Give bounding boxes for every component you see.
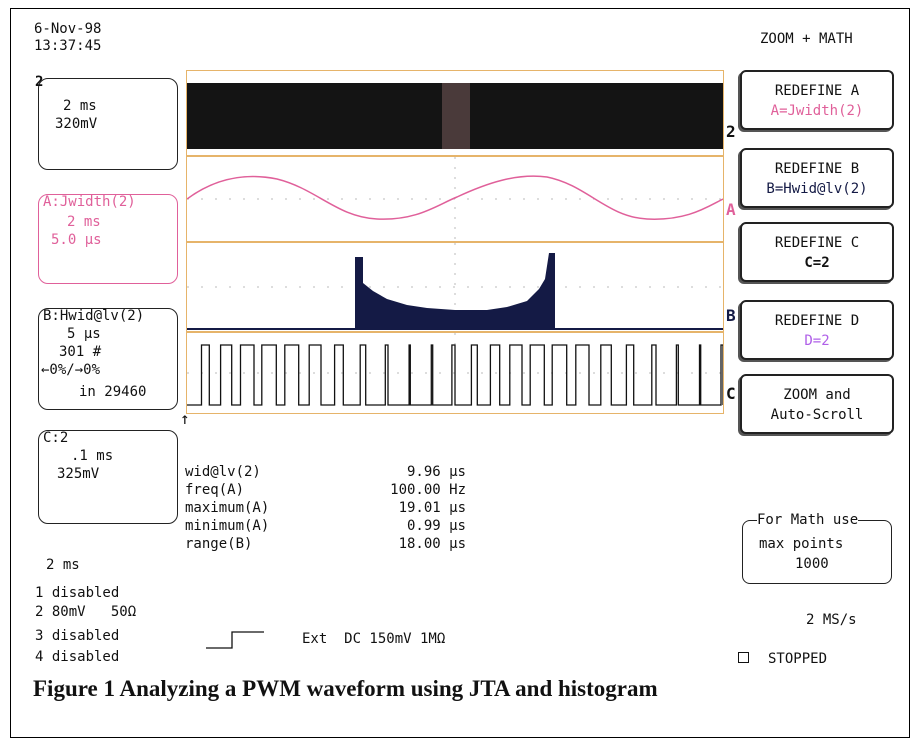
math-a-trace-panel	[186, 156, 724, 242]
math-a-sine-wave	[186, 175, 724, 220]
left-timebase: 2 ms	[46, 557, 80, 573]
math-a-value: 5.0 µs	[51, 232, 102, 248]
math-b-timebase: 5 µs	[67, 326, 101, 342]
pwm-wave	[187, 344, 724, 406]
channel-2-trace	[187, 83, 723, 149]
math-note-box: For Math use max points 1000	[742, 511, 892, 584]
status-indicator-icon	[738, 652, 749, 663]
redefine-c-button[interactable]: REDEFINE C C=2	[740, 222, 894, 282]
measurement-value: 9.96 µs	[406, 464, 466, 480]
math-b-trace-panel	[186, 242, 724, 332]
mode-title: ZOOM + MATH	[760, 31, 853, 47]
math-b-count: 301 #	[59, 344, 102, 360]
sample-rate: 2 MS/s	[806, 612, 857, 628]
math-b-histogram	[187, 243, 723, 331]
channel-2-box[interactable]: 2 2 ms 320mV	[35, 74, 178, 170]
math-note-title: For Math use	[757, 511, 859, 529]
measurement-label: freq(A)	[185, 482, 245, 498]
channel-2-tag: 2	[35, 74, 44, 90]
math-note-line1: max points	[759, 536, 844, 552]
math-c-volts: 325mV	[57, 466, 100, 482]
math-c-timebase: .1 ms	[71, 448, 114, 464]
measurement-label: range(B)	[185, 536, 253, 552]
channel-3-status: 3 disabled	[35, 628, 120, 644]
histogram-bars	[355, 253, 555, 329]
measurement-value: 19.01 µs	[398, 500, 466, 516]
redefine-a-sub: A=Jwidth(2)	[770, 103, 864, 119]
trigger-point-arrow: ↑	[180, 409, 190, 428]
measurement-label: maximum(A)	[185, 500, 270, 516]
measurement-value: 18.00 µs	[398, 536, 466, 552]
time-label: 13:37:45	[34, 38, 102, 54]
redefine-d-sub: D=2	[804, 333, 830, 349]
math-c-trace-panel	[186, 332, 724, 414]
redefine-b-title: REDEFINE B	[774, 161, 860, 177]
math-b-in-count: in 29460	[79, 384, 147, 400]
measurement-value: 0.99 µs	[406, 518, 466, 534]
trace-label-c: C	[726, 384, 736, 403]
date-label: 6-Nov-98	[34, 21, 102, 37]
measurement-label: wid@lv(2)	[185, 464, 261, 480]
math-a-trace	[186, 157, 724, 241]
channel-2-trace-panel	[186, 70, 724, 156]
redefine-d-title: REDEFINE D	[774, 313, 860, 329]
channel-2-status: 2 80mV 50Ω	[35, 604, 137, 620]
math-b-limits: ←0%/→0%	[41, 362, 101, 378]
redefine-a-button[interactable]: REDEFINE A A=Jwidth(2)	[740, 70, 894, 130]
channel-2-timebase: 2 ms	[63, 98, 97, 114]
acquisition-status: STOPPED	[768, 651, 828, 667]
math-a-timebase: 2 ms	[67, 214, 101, 230]
math-b-label: B:Hwid@lv(2)	[43, 308, 145, 324]
trace-label-2: 2	[726, 122, 736, 141]
zoom-title: ZOOM and	[783, 387, 851, 403]
math-a-label: A:Jwidth(2)	[43, 194, 136, 210]
math-note-line2: 1000	[795, 556, 829, 572]
redefine-a-title: REDEFINE A	[774, 83, 860, 99]
measurement-value: 100.00 Hz	[390, 482, 466, 498]
trace-label-b: B	[726, 306, 736, 325]
redefine-d-button[interactable]: REDEFINE D D=2	[740, 300, 894, 360]
zoom-sub: Auto-Scroll	[770, 407, 864, 423]
math-c-box[interactable]: C:2 .1 ms 325mV	[38, 430, 178, 524]
trigger-edge-icon	[206, 631, 264, 649]
trace-label-a: A	[726, 200, 736, 219]
math-a-box[interactable]: A:Jwidth(2) 2 ms 5.0 µs	[38, 194, 178, 284]
channel-2-volts: 320mV	[55, 116, 98, 132]
channel-4-status: 4 disabled	[35, 649, 120, 665]
redefine-c-title: REDEFINE C	[774, 235, 860, 251]
redefine-b-sub: B=Hwid@lv(2)	[766, 181, 868, 197]
zoom-autoscroll-button[interactable]: ZOOM and Auto-Scroll	[740, 374, 894, 434]
figure-caption: Figure 1 Analyzing a PWM waveform using …	[33, 676, 658, 701]
redefine-c-sub: C=2	[804, 255, 830, 271]
measurement-label: minimum(A)	[185, 518, 270, 534]
math-c-pwm-trace	[187, 333, 724, 413]
redefine-b-button[interactable]: REDEFINE B B=Hwid@lv(2)	[740, 148, 894, 208]
trigger-setting: Ext DC 150mV 1MΩ	[302, 631, 446, 647]
figure-frame	[10, 8, 910, 738]
math-b-box[interactable]: B:Hwid@lv(2) 5 µs 301 # ←0%/→0% in 29460	[38, 308, 178, 410]
math-c-label: C:2	[43, 430, 69, 446]
channel-1-status: 1 disabled	[35, 585, 120, 601]
